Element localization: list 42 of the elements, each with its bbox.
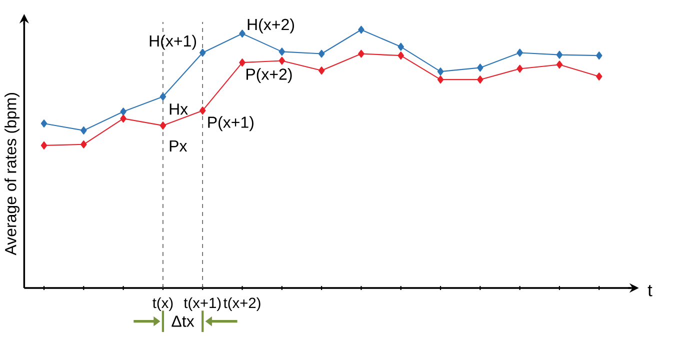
point xyxy=(160,92,166,101)
annotation: Hx xyxy=(170,104,188,115)
text: Δtx xyxy=(172,316,194,327)
point xyxy=(120,108,126,116)
point xyxy=(437,76,444,84)
point xyxy=(278,56,286,65)
annotation: P(x+1) xyxy=(208,116,254,132)
annotation: P(x+2) xyxy=(246,68,292,84)
point xyxy=(318,50,325,58)
point xyxy=(80,126,87,134)
point xyxy=(160,122,166,130)
x-tick-label: t(x+2) xyxy=(224,297,260,312)
point xyxy=(199,48,206,57)
point xyxy=(556,50,563,59)
point xyxy=(556,60,563,69)
point xyxy=(358,50,364,58)
point xyxy=(596,52,602,60)
point xyxy=(596,72,602,80)
point xyxy=(398,52,404,60)
point xyxy=(516,48,523,57)
point xyxy=(477,76,484,84)
y-axis-title: Average of rates (bpm) xyxy=(4,93,20,256)
point xyxy=(120,114,126,123)
point xyxy=(398,42,404,51)
point xyxy=(318,66,325,75)
annotation: H(x+1) xyxy=(150,34,196,50)
point xyxy=(516,64,523,73)
point xyxy=(40,141,48,150)
point xyxy=(80,140,87,148)
x-tick-label: t(x) xyxy=(152,297,173,312)
annotation: Px xyxy=(170,140,188,152)
point xyxy=(199,106,206,115)
x-axis-title: t xyxy=(648,284,652,296)
point xyxy=(40,119,48,128)
point xyxy=(239,30,246,38)
x-tick-label: t(x+1) xyxy=(184,297,221,312)
point xyxy=(358,26,364,34)
annotation: H(x+2) xyxy=(248,18,294,34)
point xyxy=(278,48,286,56)
point xyxy=(437,68,444,76)
point xyxy=(239,58,246,67)
point xyxy=(477,64,484,72)
